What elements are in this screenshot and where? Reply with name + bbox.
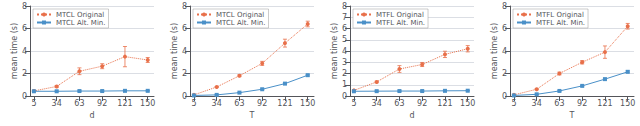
svg-text:MTCL Alt. Min.: MTCL Alt. Min.	[56, 19, 106, 27]
svg-text:63: 63	[554, 99, 564, 108]
svg-text:MTFL Original: MTFL Original	[376, 11, 424, 19]
svg-text:4: 4	[342, 47, 347, 56]
svg-text:2: 2	[182, 69, 187, 78]
svg-text:mean time (s): mean time (s)	[10, 23, 19, 79]
svg-text:92: 92	[577, 99, 587, 108]
svg-text:63: 63	[74, 99, 84, 108]
svg-text:6: 6	[342, 24, 347, 33]
svg-text:MTFL Original: MTFL Original	[536, 11, 584, 19]
svg-text:150: 150	[300, 99, 315, 108]
svg-text:MTCL Original: MTCL Original	[216, 11, 264, 19]
svg-text:mean time (s): mean time (s)	[170, 23, 179, 79]
svg-text:63: 63	[394, 99, 404, 108]
svg-text:1: 1	[342, 80, 347, 89]
svg-text:34: 34	[532, 99, 542, 108]
svg-text:34: 34	[52, 99, 62, 108]
svg-text:d: d	[89, 111, 94, 120]
svg-text:2: 2	[342, 69, 347, 78]
svg-text:8: 8	[182, 2, 187, 11]
svg-text:150: 150	[460, 99, 475, 108]
svg-text:4: 4	[502, 47, 507, 56]
svg-text:34: 34	[372, 99, 382, 108]
svg-text:92: 92	[417, 99, 427, 108]
svg-text:92: 92	[97, 99, 107, 108]
svg-text:92: 92	[257, 99, 267, 108]
svg-text:34: 34	[212, 99, 222, 108]
svg-text:0: 0	[22, 92, 27, 101]
svg-text:5: 5	[31, 99, 36, 108]
svg-text:T: T	[569, 111, 575, 120]
svg-text:4: 4	[182, 47, 187, 56]
svg-text:MTFL Alt. Min.: MTFL Alt. Min.	[376, 19, 425, 27]
svg-text:d: d	[409, 111, 414, 120]
svg-text:121: 121	[117, 99, 132, 108]
svg-text:121: 121	[597, 99, 612, 108]
svg-text:121: 121	[437, 99, 452, 108]
svg-text:150: 150	[140, 99, 155, 108]
svg-text:5: 5	[191, 99, 196, 108]
svg-text:4: 4	[22, 47, 27, 56]
svg-text:5: 5	[351, 99, 356, 108]
svg-text:6: 6	[502, 24, 507, 33]
svg-text:mean time (s): mean time (s)	[330, 23, 339, 79]
svg-text:0: 0	[182, 92, 187, 101]
svg-text:2: 2	[502, 69, 507, 78]
svg-text:5: 5	[511, 99, 516, 108]
svg-text:MTCL Original: MTCL Original	[56, 11, 104, 19]
svg-text:MTFL Alt. Min.: MTFL Alt. Min.	[536, 19, 585, 27]
svg-text:121: 121	[277, 99, 292, 108]
svg-text:3: 3	[342, 58, 347, 67]
svg-text:0: 0	[502, 92, 507, 101]
svg-text:150: 150	[620, 99, 635, 108]
svg-text:7: 7	[342, 13, 347, 22]
svg-text:6: 6	[182, 24, 187, 33]
svg-text:0: 0	[342, 92, 347, 101]
svg-text:63: 63	[234, 99, 244, 108]
svg-text:6: 6	[22, 24, 27, 33]
svg-text:5: 5	[342, 35, 347, 44]
svg-text:2: 2	[22, 69, 27, 78]
svg-text:mean time (s): mean time (s)	[490, 23, 499, 79]
svg-text:8: 8	[342, 2, 347, 11]
svg-text:8: 8	[502, 2, 507, 11]
svg-text:8: 8	[22, 2, 27, 11]
svg-text:T: T	[249, 111, 255, 120]
svg-text:MTCL Alt. Min.: MTCL Alt. Min.	[216, 19, 266, 27]
